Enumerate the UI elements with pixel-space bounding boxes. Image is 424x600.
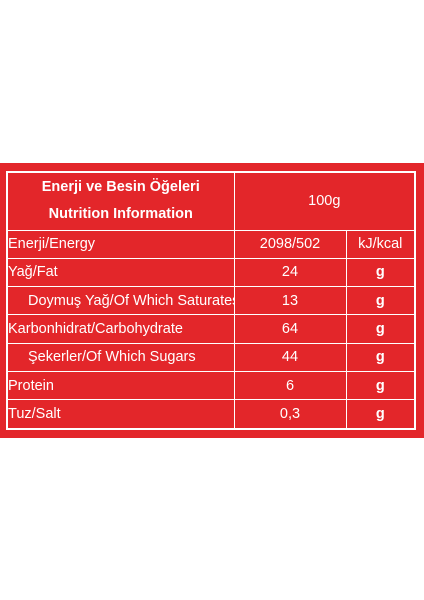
nutrient-value: 0,3	[233, 399, 347, 429]
nutrition-table-frame: Enerji ve Besin Öğeleri Nutrition Inform…	[6, 171, 416, 430]
nutrient-label: Karbonhidrat/Carbohydrate	[8, 314, 235, 344]
nutrient-label: Tuz/Salt	[8, 399, 235, 429]
nutrient-unit: kJ/kcal	[345, 229, 415, 259]
table-row: Enerji/Energy 2098/502 kJ/kcal	[8, 229, 415, 259]
nutrient-unit: g	[345, 399, 415, 429]
nutrient-value: 13	[233, 286, 347, 316]
nutrient-unit: g	[345, 370, 415, 401]
title-turkish: Enerji ve Besin Öğeleri	[41, 179, 200, 196]
serving-amount: 100g	[233, 173, 415, 231]
nutrient-value: 64	[233, 314, 347, 344]
nutrition-table: Enerji ve Besin Öğeleri Nutrition Inform…	[8, 173, 415, 429]
table-row: Doymuş Yağ/Of Which Saturates 13 g	[8, 286, 415, 316]
nutrition-panel: Enerji ve Besin Öğeleri Nutrition Inform…	[0, 163, 424, 438]
nutrient-label: Enerji/Energy	[8, 229, 235, 259]
nutrient-value: 44	[233, 342, 347, 372]
nutrient-value: 24	[233, 257, 347, 288]
nutrient-value: 6	[233, 370, 347, 401]
nutrient-label: Doymuş Yağ/Of Which Saturates	[8, 286, 235, 316]
nutrient-label: Şekerler/Of Which Sugars	[8, 342, 235, 372]
table-row: Tuz/Salt 0,3 g	[8, 399, 415, 429]
nutrient-unit: g	[345, 286, 415, 316]
nutrient-unit: g	[345, 342, 415, 372]
table-row: Şekerler/Of Which Sugars 44 g	[8, 342, 415, 372]
table-title: Enerji ve Besin Öğeleri Nutrition Inform…	[8, 173, 235, 231]
nutrient-unit: g	[345, 257, 415, 288]
table-row: Yağ/Fat 24 g	[8, 257, 415, 288]
nutrient-value: 2098/502	[233, 229, 347, 259]
nutrient-label: Protein	[8, 370, 235, 401]
title-english: Nutrition Information	[48, 206, 193, 223]
table-header-row: Enerji ve Besin Öğeleri Nutrition Inform…	[8, 173, 415, 231]
table-row: Protein 6 g	[8, 370, 415, 401]
nutrient-unit: g	[345, 314, 415, 344]
nutrient-label: Yağ/Fat	[8, 257, 235, 288]
table-row: Karbonhidrat/Carbohydrate 64 g	[8, 314, 415, 344]
